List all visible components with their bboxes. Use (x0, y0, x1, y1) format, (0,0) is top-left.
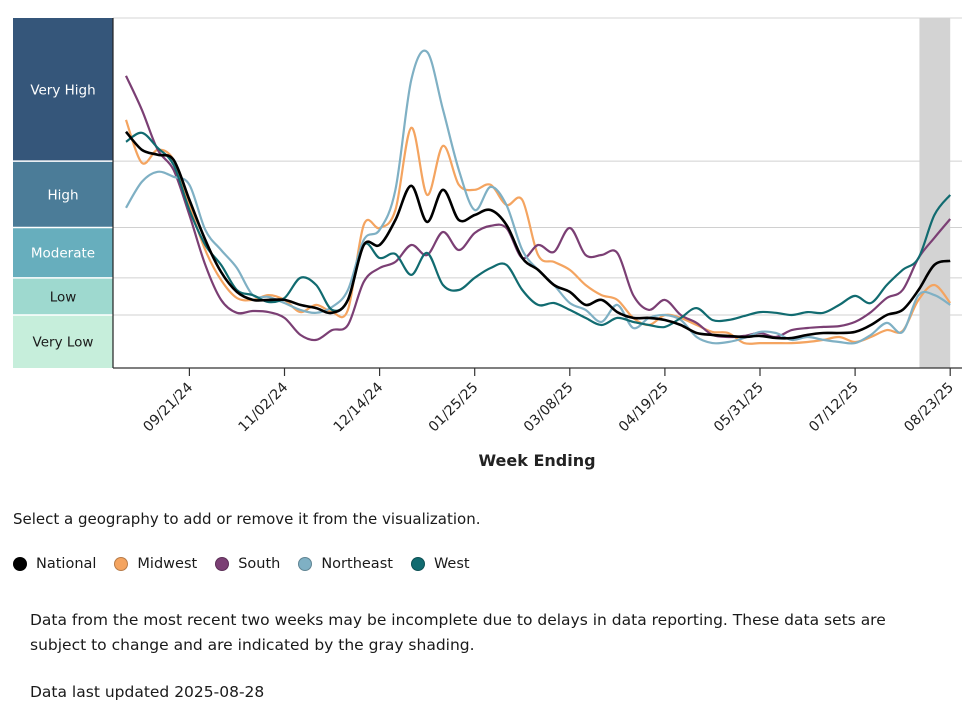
legend-label: West (433, 556, 470, 572)
series-line-south[interactable] (124, 75, 952, 342)
x-axis-title: Week Ending (478, 451, 595, 470)
x-tick-label: 11/02/24 (236, 379, 292, 435)
x-tick-label: 07/12/25 (806, 380, 862, 436)
legend-swatch-icon (298, 557, 313, 571)
series-line-midwest[interactable] (124, 119, 952, 345)
legend-item-south[interactable]: South (215, 556, 280, 572)
level-band-moderate (13, 227, 113, 278)
level-band-high (13, 161, 113, 228)
last-updated: Data last updated 2025-08-28 (30, 683, 265, 701)
x-tick-label: 12/14/24 (331, 379, 387, 435)
level-label: High (47, 187, 78, 203)
legend-item-midwest[interactable]: Midwest (114, 556, 197, 572)
level-label: Very Low (33, 334, 94, 350)
level-label: Moderate (31, 246, 95, 262)
level-band-very-high (13, 18, 113, 162)
data-note: Data from the most recent two weeks may … (30, 611, 886, 654)
legend-item-northeast[interactable]: Northeast (298, 556, 393, 572)
legend-label: South (238, 556, 281, 572)
legend-item-west[interactable]: West (410, 556, 470, 572)
legend: National Midwest South Northeast West (13, 556, 488, 572)
level-band-very-low (13, 314, 113, 368)
x-tick-label: 09/21/24 (140, 379, 196, 435)
x-tick-label: 05/31/25 (711, 380, 767, 436)
level-band-low (13, 277, 113, 315)
incomplete-data-shading (919, 18, 951, 368)
legend-label: Midwest (137, 556, 198, 572)
series-line-national[interactable] (124, 130, 951, 340)
x-tick-label: 01/25/25 (426, 380, 482, 436)
wastewater-chart: Very Low Low Moderate High Very High 09/21/2… (13, 17, 962, 470)
legend-label: Northeast (321, 556, 393, 572)
x-tick-label: 04/19/25 (616, 380, 672, 436)
instructions-text: Select a geography to add or remove it f… (13, 510, 481, 528)
legend-label: National (36, 556, 97, 572)
x-tick-label: 08/23/25 (901, 380, 957, 436)
legend-item-national[interactable]: National (13, 556, 96, 572)
level-label: Low (50, 289, 77, 305)
level-label: Very High (30, 83, 95, 99)
legend-swatch-icon (215, 557, 230, 571)
legend-swatch-icon (114, 557, 129, 571)
legend-swatch-icon (410, 557, 425, 571)
x-tick-label: 03/08/25 (521, 380, 577, 436)
legend-swatch-icon (13, 557, 27, 571)
